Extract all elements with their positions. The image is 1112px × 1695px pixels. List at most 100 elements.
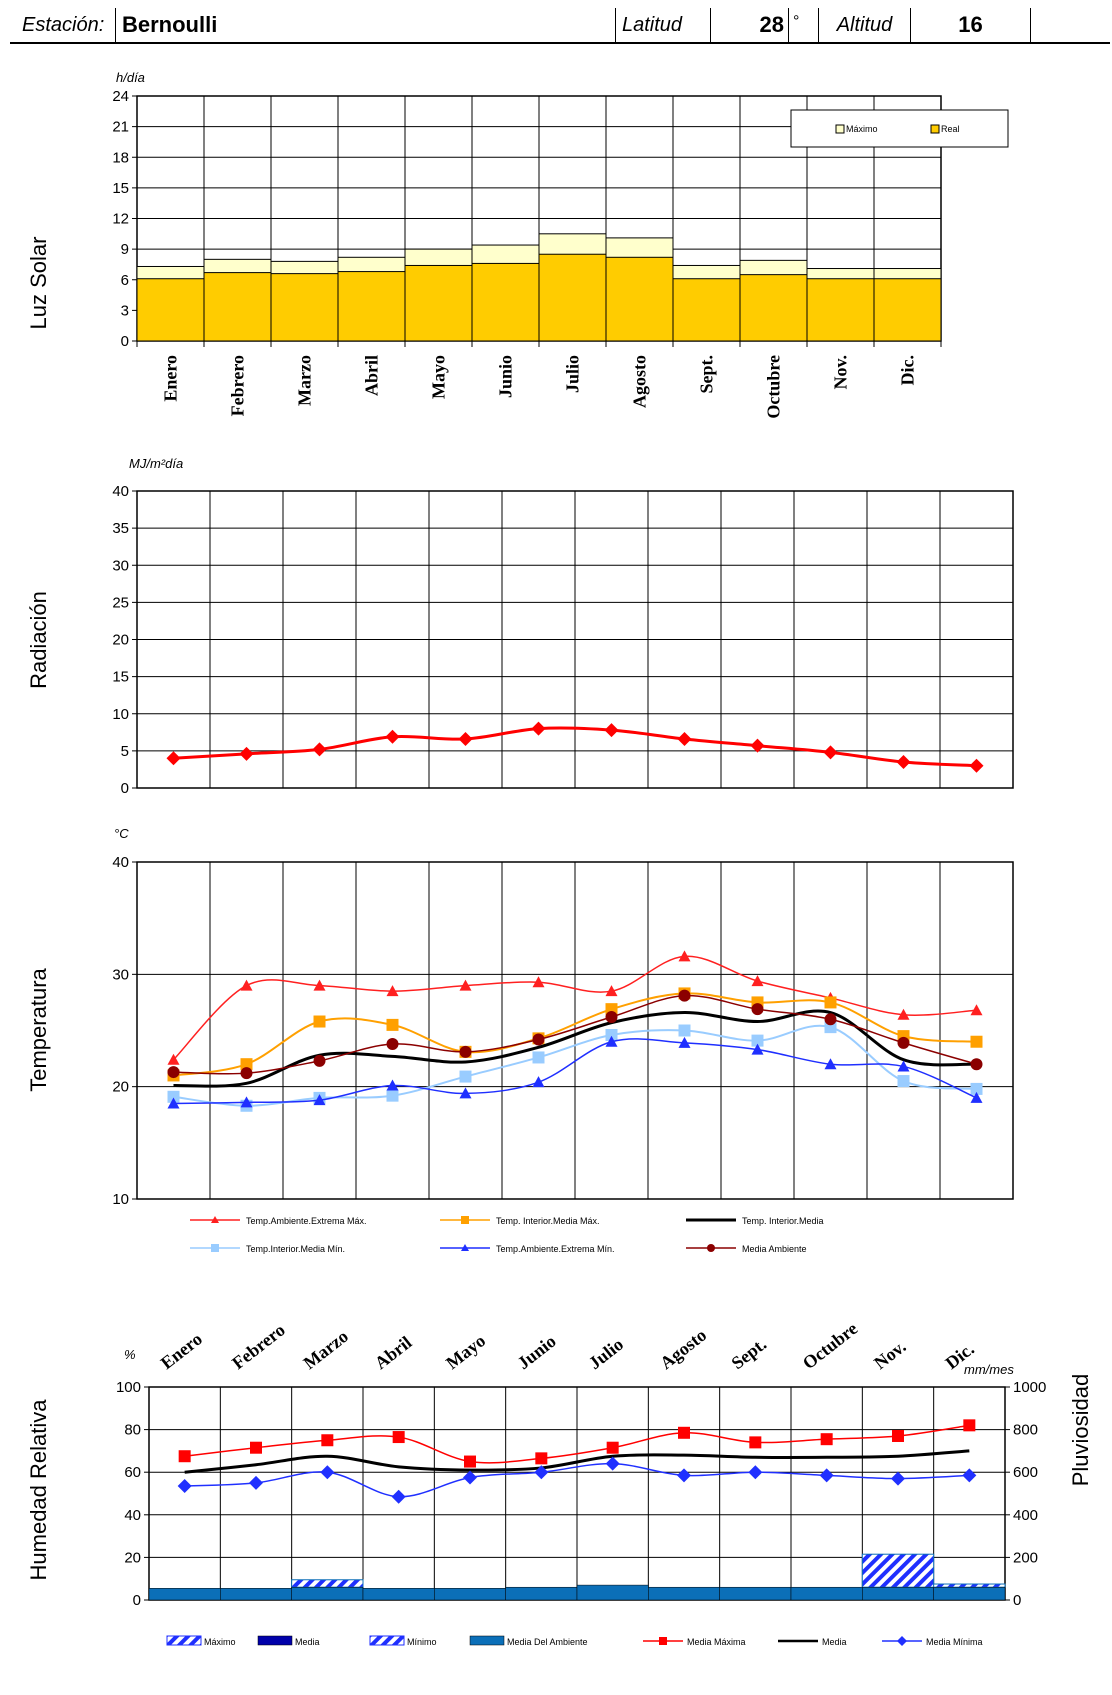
temp-ext-max-point bbox=[240, 979, 253, 991]
temp-media-amb-point bbox=[167, 1066, 180, 1079]
latitude-value: 28 bbox=[710, 8, 788, 42]
temp-media-amb-point bbox=[970, 1058, 983, 1071]
temp-ext-min-point bbox=[386, 1079, 399, 1091]
humidity-legend-label: Mínimo bbox=[407, 1637, 437, 1647]
humidity-max-point bbox=[678, 1426, 690, 1439]
rain-media-bar bbox=[790, 1586, 863, 1601]
humidity-category-label: Febrero bbox=[228, 1320, 289, 1374]
temp-media-amb-line bbox=[173, 994, 977, 1075]
sunlight-legend-box bbox=[790, 109, 1009, 148]
temp-ext-min-point bbox=[605, 1035, 618, 1047]
sunlight-category-label: Dic. bbox=[898, 355, 918, 386]
humidity-min-point bbox=[819, 1468, 834, 1483]
temp-ext-min-point bbox=[970, 1091, 983, 1103]
humidity-unit-label: % bbox=[124, 1347, 136, 1362]
radiation-ytick-label: 5 bbox=[121, 743, 129, 760]
temp-int-med-min-point bbox=[678, 1024, 691, 1037]
rain-ytick-label: 1000 bbox=[1013, 1379, 1046, 1396]
humidity-legend-swatch bbox=[369, 1635, 405, 1646]
radiation-point bbox=[604, 723, 619, 738]
temp-legend-int-media-label: Temp. Interior.Media bbox=[742, 1216, 824, 1226]
temp-ext-min-line bbox=[173, 1038, 977, 1105]
sunlight-ytick-label: 24 bbox=[112, 88, 129, 105]
humidity-ytick-label: 0 bbox=[133, 1592, 141, 1609]
temp-int-med-min-point bbox=[751, 1034, 764, 1047]
temp-int-med-min-point bbox=[386, 1089, 399, 1102]
sunlight-real-bar bbox=[672, 278, 741, 342]
radiation-point bbox=[239, 746, 254, 761]
temp-media-amb-point bbox=[824, 1013, 837, 1026]
station-name: Bernoulli bbox=[115, 8, 615, 42]
temp-legend-int-med-min-marker bbox=[211, 1244, 219, 1252]
humidity-legend-label: Máximo bbox=[204, 1637, 236, 1647]
humidity-legend-label: Media bbox=[295, 1637, 320, 1647]
rain-media-bar bbox=[148, 1588, 221, 1601]
sunlight-category-label: Mayo bbox=[429, 355, 449, 399]
radiation-line bbox=[173, 726, 977, 768]
rain-media-bar bbox=[576, 1584, 649, 1601]
temp-media-amb-point bbox=[605, 1011, 618, 1024]
rain-media-bar bbox=[719, 1586, 792, 1601]
temp-ext-min-point bbox=[824, 1058, 837, 1070]
humidity-category-label: Nov. bbox=[870, 1336, 910, 1373]
humidity-min-point bbox=[962, 1468, 977, 1483]
humidity-min-point bbox=[463, 1470, 477, 1485]
sunlight-category-label: Agosto bbox=[630, 355, 650, 408]
sunlight-real-bar bbox=[203, 272, 272, 342]
humidity-category-label: Junio bbox=[513, 1331, 559, 1373]
humidity-max-point bbox=[392, 1431, 405, 1444]
humidity-legend-label: Media bbox=[822, 1637, 847, 1647]
humidity-min-point bbox=[748, 1465, 763, 1480]
rain-max-bar bbox=[861, 1553, 935, 1588]
temp-media-amb-point bbox=[751, 1003, 764, 1016]
humidity-legend-label: Media Mínima bbox=[926, 1637, 983, 1647]
temperature-ytick-label: 30 bbox=[112, 966, 129, 983]
sunlight-category-label: Sept. bbox=[697, 355, 717, 394]
sunlight-category-label: Junio bbox=[496, 355, 516, 398]
rain-ytick-label: 800 bbox=[1013, 1422, 1038, 1439]
temp-media-amb-point bbox=[386, 1037, 399, 1050]
humidity-category-label: Sept. bbox=[727, 1334, 770, 1373]
humidity-max-point bbox=[321, 1434, 334, 1447]
sunlight-legend-max-label: Máximo bbox=[846, 124, 878, 134]
sunlight-category-label: Marzo bbox=[295, 355, 315, 406]
temp-ext-max-point bbox=[459, 979, 472, 991]
humidity-max-point bbox=[535, 1452, 548, 1465]
radiation-point bbox=[896, 755, 911, 770]
humidity-min-point bbox=[605, 1456, 620, 1471]
temp-ext-max-point bbox=[167, 1053, 180, 1065]
rain-ytick-label: 400 bbox=[1013, 1507, 1038, 1524]
radiation-unit-label: MJ/m²día bbox=[129, 456, 183, 471]
humidity-ytick-label: 100 bbox=[116, 1379, 141, 1396]
sunlight-ytick-label: 12 bbox=[112, 211, 129, 228]
humidity-max-point bbox=[606, 1441, 619, 1454]
sunlight-real-bar bbox=[136, 278, 205, 342]
radiation-point bbox=[969, 758, 984, 773]
rain-media-bar bbox=[362, 1588, 435, 1601]
altitude-label: Altitud bbox=[818, 8, 910, 42]
humidity-side-label: Humedad Relativa bbox=[26, 1399, 51, 1581]
humidity-category-label: Julio bbox=[585, 1334, 627, 1373]
sunlight-real-bar bbox=[538, 253, 607, 342]
sunlight-real-bar bbox=[605, 256, 674, 342]
radiation-point bbox=[531, 721, 546, 736]
sunlight-legend-max-swatch bbox=[835, 124, 845, 134]
humidity-legend-swatch bbox=[469, 1635, 505, 1646]
temp-ext-min-point bbox=[313, 1094, 326, 1106]
rain-media-bar bbox=[505, 1586, 578, 1601]
rain-unit-label: mm/mes bbox=[964, 1362, 1014, 1377]
rain-media-bar bbox=[291, 1586, 364, 1601]
temperature-ytick-label: 20 bbox=[112, 1079, 129, 1096]
temp-legend-media-amb-marker bbox=[707, 1244, 715, 1252]
radiation-point bbox=[385, 729, 400, 744]
temp-ext-min-point bbox=[751, 1043, 764, 1055]
sunlight-real-bar bbox=[270, 273, 339, 342]
humidity-ytick-label: 60 bbox=[124, 1464, 141, 1481]
temp-int-med-max-point bbox=[386, 1018, 399, 1031]
humidity-category-label: Octubre bbox=[799, 1318, 861, 1373]
rain-media-bar bbox=[648, 1586, 720, 1601]
radiation-side-label: Radiación bbox=[26, 591, 51, 689]
sunlight-category-label: Febrero bbox=[228, 355, 248, 416]
rain-media-bar bbox=[434, 1588, 506, 1601]
